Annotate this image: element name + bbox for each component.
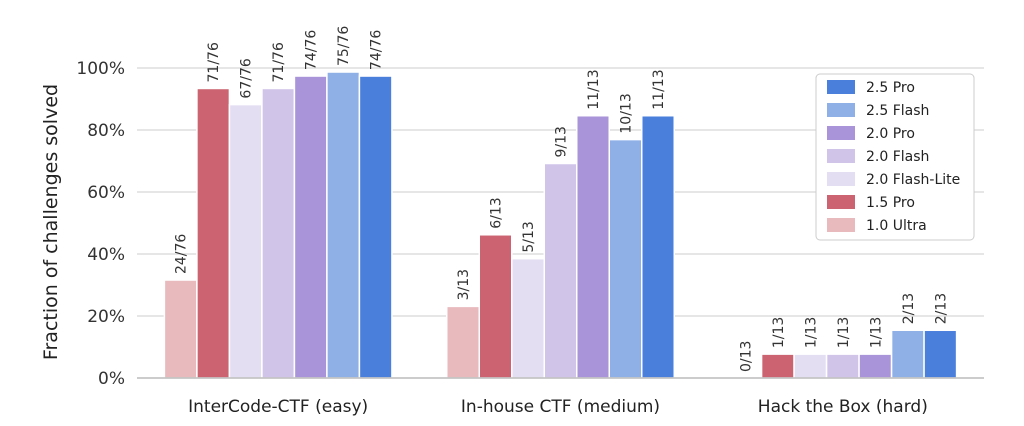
data-label: 74/76	[369, 30, 385, 70]
data-label: 1/13	[803, 317, 819, 348]
bar	[825, 353, 860, 379]
data-label: 1/13	[868, 317, 884, 348]
bar	[446, 305, 480, 379]
data-label: 3/13	[456, 269, 472, 300]
y-tick-label: 80%	[87, 121, 125, 141]
data-label: 67/76	[239, 58, 255, 98]
legend-swatch	[827, 126, 855, 140]
x-tick-label: InterCode-CTF (easy)	[188, 397, 368, 417]
legend: 2.5 Pro 2.5 Flash 2.0 Pro 2.0 Flash 2.0 Flas…	[815, 73, 975, 241]
data-label: 1/13	[836, 317, 852, 348]
legend-label: 2.0 Pro	[866, 126, 915, 142]
legend-swatch	[827, 172, 855, 186]
data-label: 0/13	[738, 341, 754, 372]
y-tick-label: 40%	[87, 245, 125, 265]
data-label: 74/76	[304, 30, 320, 70]
bar	[261, 87, 296, 379]
data-label: 6/13	[489, 197, 505, 228]
data-label: 71/76	[271, 42, 287, 82]
bar	[890, 329, 925, 379]
data-label: 11/13	[586, 69, 602, 109]
legend-swatch	[827, 80, 855, 94]
data-label: 71/76	[206, 42, 222, 82]
bar	[543, 162, 578, 379]
bar	[478, 234, 513, 379]
bar	[641, 114, 675, 379]
bar	[163, 279, 198, 379]
legend-box	[815, 73, 975, 241]
data-labels: 24/76 71/76 67/76 71/76 74/76 75/76 74/76 3/13 6…	[174, 26, 950, 372]
bar	[293, 75, 328, 379]
y-tick-label: 0%	[98, 369, 125, 389]
axes: 0% 20% 40% 60% 80% 100% InterCode-CTF (easy) In…	[76, 59, 984, 417]
data-label: 1/13	[771, 317, 787, 348]
legend-swatch	[827, 195, 855, 209]
bar	[793, 353, 828, 379]
y-tick-label: 60%	[87, 183, 125, 203]
x-tick-label: In-house CTF (medium)	[461, 397, 660, 417]
data-label: 10/13	[619, 93, 635, 133]
bar	[608, 138, 643, 379]
data-label: 9/13	[554, 126, 570, 157]
data-label: 2/13	[901, 293, 917, 324]
legend-label: 2.5 Flash	[866, 103, 929, 119]
bar	[576, 114, 610, 379]
bars	[163, 71, 958, 379]
bar	[511, 257, 545, 379]
y-axis-label: Fraction of challenges solved	[40, 84, 62, 360]
x-tick-label: Hack the Box (hard)	[758, 397, 928, 417]
legend-label: 2.0 Flash	[866, 149, 929, 165]
legend-label: 1.0 Ultra	[866, 218, 927, 234]
bar	[858, 353, 893, 379]
bar	[358, 75, 393, 379]
legend-swatch	[827, 218, 855, 232]
bar	[228, 103, 263, 379]
data-label: 11/13	[651, 69, 667, 109]
bar	[196, 87, 231, 379]
data-label: 2/13	[933, 293, 949, 324]
data-label: 24/76	[174, 234, 190, 274]
data-label: 5/13	[521, 221, 537, 252]
y-tick-label: 100%	[76, 59, 125, 79]
y-tick-label: 20%	[87, 307, 125, 327]
data-label: 75/76	[336, 26, 352, 66]
legend-label: 1.5 Pro	[866, 195, 915, 211]
legend-swatch	[827, 103, 855, 117]
bar	[326, 71, 361, 379]
legend-swatch	[827, 149, 855, 163]
legend-label: 2.0 Flash-Lite	[866, 172, 960, 188]
bar	[760, 353, 795, 379]
legend-label: 2.5 Pro	[866, 80, 915, 96]
bar	[923, 329, 958, 379]
